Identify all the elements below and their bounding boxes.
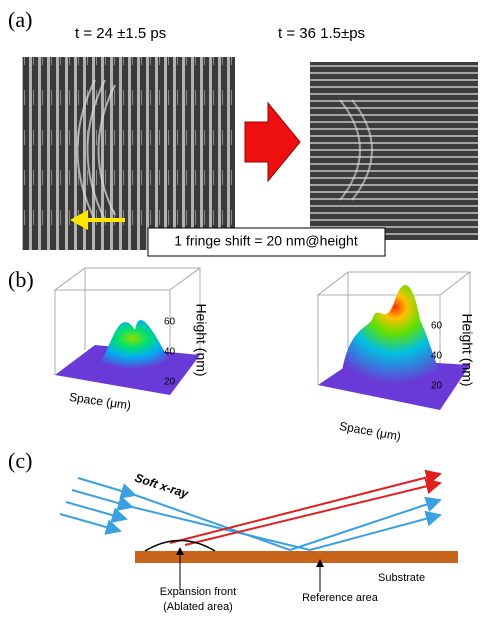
x-axis-label: Space (μm): [338, 419, 402, 444]
interferogram: [310, 62, 478, 240]
expansion-front: [144, 539, 216, 552]
panel-label: (b): [8, 267, 34, 292]
annotation: (Ablated area): [163, 601, 233, 613]
annotation: Expansion front: [160, 586, 236, 598]
panel-label: (a): [8, 7, 32, 32]
substrate: [135, 551, 458, 563]
z-tick: 20: [164, 377, 176, 388]
time-label: t = 24 ±1.5 ps: [75, 25, 166, 42]
surface-peak: [340, 285, 450, 395]
z-tick: 40: [431, 351, 443, 362]
note-box: [147, 227, 386, 257]
z-tick: 60: [164, 317, 176, 328]
xray-beams: [59, 477, 442, 551]
x-axis-label: Space (μm): [68, 390, 132, 413]
z-tick: 40: [164, 347, 176, 358]
z-tick: 60: [431, 321, 443, 332]
red-arrow: [244, 101, 301, 183]
surface-peak: [90, 320, 175, 372]
time-label: t = 36 1.5±ps: [278, 25, 365, 42]
annotation: Reference area: [302, 592, 379, 604]
surface-plot: [53, 267, 472, 385]
panel-label: (c): [8, 448, 32, 473]
yellow-arrow: [70, 210, 125, 230]
fringe-curve: [76, 79, 116, 221]
z-axis-label: Height (nm): [459, 313, 475, 386]
z-tick: 20: [431, 381, 443, 392]
reflected-beams: [169, 469, 442, 546]
annotation: Substrate: [378, 572, 425, 584]
fringe-note: 1 fringe shift = 20 nm@height: [174, 233, 358, 249]
interferogram: [22, 57, 235, 250]
z-axis-label: Height (nm): [193, 303, 209, 376]
fringe-curve: [339, 99, 373, 201]
